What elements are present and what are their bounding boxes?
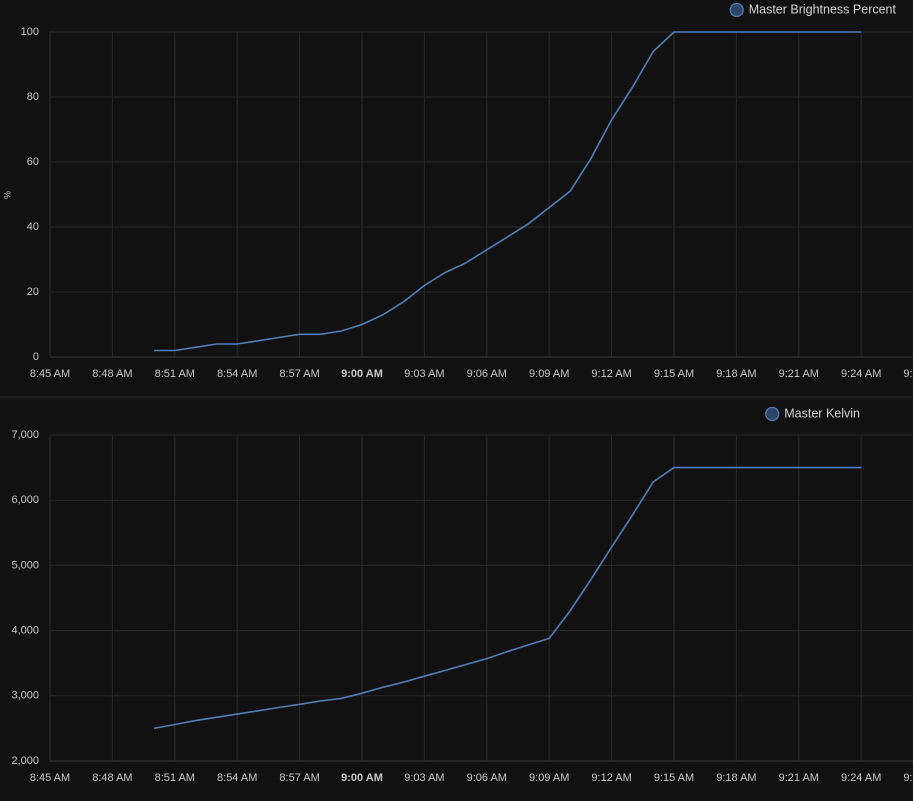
- x-tick-label: 8:48 AM: [92, 772, 132, 784]
- y-tick-label: 6,000: [11, 494, 39, 506]
- x-tick-label: 8:51 AM: [155, 368, 195, 380]
- x-tick-label: 8:45 AM: [30, 772, 70, 784]
- data-line: [153, 466, 862, 730]
- x-tick-label: 9:21 AM: [779, 772, 819, 784]
- y-tick-label: 0: [33, 351, 39, 363]
- x-tick-label: 9:18 AM: [716, 368, 756, 380]
- legend-marker[interactable]: [765, 406, 780, 422]
- x-tick-label: 8:57 AM: [279, 772, 319, 784]
- x-tick-label: 8:54 AM: [217, 368, 257, 380]
- y-tick-label: 60: [27, 156, 39, 168]
- x-tick-label: 9:12 AM: [591, 772, 631, 784]
- x-tick-label: 9:00 AM: [341, 368, 383, 380]
- y-axis-label: %: [2, 191, 12, 199]
- x-tick-label: 9:06 AM: [467, 772, 507, 784]
- x-tick-label: 9:03 AM: [404, 772, 444, 784]
- x-tick-label: 9:15 AM: [654, 368, 694, 380]
- x-tick-label: 9:12 AM: [591, 368, 631, 380]
- x-tick-label: 9:24 AM: [841, 772, 881, 784]
- legend-label[interactable]: Master Kelvin: [784, 406, 860, 420]
- x-tick-label: 8:45 AM: [30, 368, 70, 380]
- x-tick-label: 8:48 AM: [92, 368, 132, 380]
- legend-label[interactable]: Master Brightness Percent: [749, 2, 897, 16]
- y-tick-label: 80: [27, 91, 39, 103]
- x-tick-label: 9:18 AM: [716, 772, 756, 784]
- data-line: [154, 31, 862, 352]
- legend-marker[interactable]: [729, 2, 744, 18]
- y-tick-label: 3,000: [11, 690, 39, 702]
- x-tick-label: 9:21 AM: [779, 368, 819, 380]
- y-tick-label: 4,000: [11, 625, 39, 637]
- x-tick-label: 9:27 AM: [903, 772, 913, 784]
- x-tick-label: 9:24 AM: [841, 368, 881, 380]
- y-tick-label: 20: [27, 286, 39, 298]
- x-tick-label: 9:09 AM: [529, 772, 569, 784]
- x-tick-label: 9:03 AM: [404, 368, 444, 380]
- y-tick-label: 40: [27, 221, 39, 233]
- x-tick-label: 8:51 AM: [155, 772, 195, 784]
- x-tick-label: 9:06 AM: [467, 368, 507, 380]
- y-tick-label: 7,000: [11, 429, 39, 441]
- x-tick-label: 8:57 AM: [279, 368, 319, 380]
- x-tick-label: 9:00 AM: [341, 772, 383, 784]
- y-tick-label: 5,000: [11, 559, 39, 571]
- x-tick-label: 9:09 AM: [529, 368, 569, 380]
- x-tick-label: 8:54 AM: [217, 772, 257, 784]
- y-tick-label: 100: [21, 26, 39, 38]
- x-tick-label: 9:15 AM: [654, 772, 694, 784]
- y-tick-label: 2,000: [11, 755, 39, 767]
- x-tick-label: 9:27 AM: [903, 368, 913, 380]
